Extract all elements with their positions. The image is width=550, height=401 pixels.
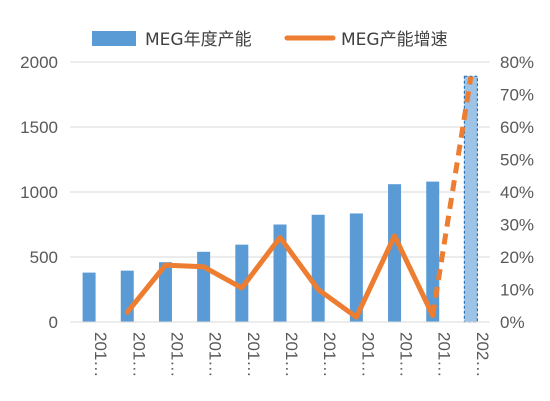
y-right-tick-label: 20% (500, 248, 534, 267)
x-tick-label: 201… (358, 332, 377, 377)
y-left-tick-label: 500 (30, 248, 58, 267)
x-axis: 201… 201… 201… 201… 201… 201… 201… 201… 201… 201…… (70, 321, 492, 377)
legend-label-line: MEG产能增速 (341, 30, 448, 50)
x-tick-label: 201… (435, 332, 454, 377)
legend-swatch-bar (92, 31, 136, 46)
y-axis-right: 0% 10% 20% 30% 40% 50% 60% 70% 80% (500, 53, 534, 332)
line-series (124, 76, 474, 320)
x-tick-label: 201… (91, 332, 110, 377)
bar (388, 184, 402, 322)
y-left-tick-label: 1000 (20, 183, 58, 202)
legend-label-bar: MEG年度产能 (145, 30, 252, 50)
x-tick-label: 201… (320, 332, 339, 377)
growth-line (124, 233, 436, 320)
y-left-tick-label: 2000 (20, 53, 58, 72)
y-right-tick-label: 80% (500, 53, 534, 72)
bar (311, 214, 325, 322)
y-right-tick-label: 30% (500, 216, 534, 235)
x-tick-label: 202… (473, 332, 492, 377)
bar (197, 251, 211, 322)
y-right-tick-label: 60% (500, 118, 534, 137)
bar (235, 244, 249, 322)
bar (82, 272, 96, 322)
bar (273, 224, 287, 322)
bar (349, 213, 363, 322)
growth-line-dashed-segment (430, 76, 474, 316)
x-tick-label: 201… (282, 332, 301, 377)
legend: MEG年度产能 MEG产能增速 (92, 30, 448, 50)
y-left-tick-label: 1500 (20, 118, 58, 137)
y-left-tick-label: 0 (49, 313, 58, 332)
y-right-tick-label: 70% (500, 86, 534, 105)
y-right-tick-label: 40% (500, 183, 534, 202)
y-axis-left: 0 500 1000 1500 2000 (20, 53, 58, 332)
x-tick-label: 201… (397, 332, 416, 377)
y-right-tick-label: 0% (500, 313, 525, 332)
bar (158, 262, 172, 322)
x-tick-label: 201… (206, 332, 225, 377)
x-tick-label: 201… (129, 332, 148, 377)
bar (464, 76, 478, 322)
bar-series (82, 75, 479, 323)
x-tick-label: 201… (244, 332, 263, 377)
y-right-tick-label: 10% (500, 281, 534, 300)
y-right-tick-label: 50% (500, 151, 534, 170)
x-tick-label: 201… (167, 332, 186, 377)
